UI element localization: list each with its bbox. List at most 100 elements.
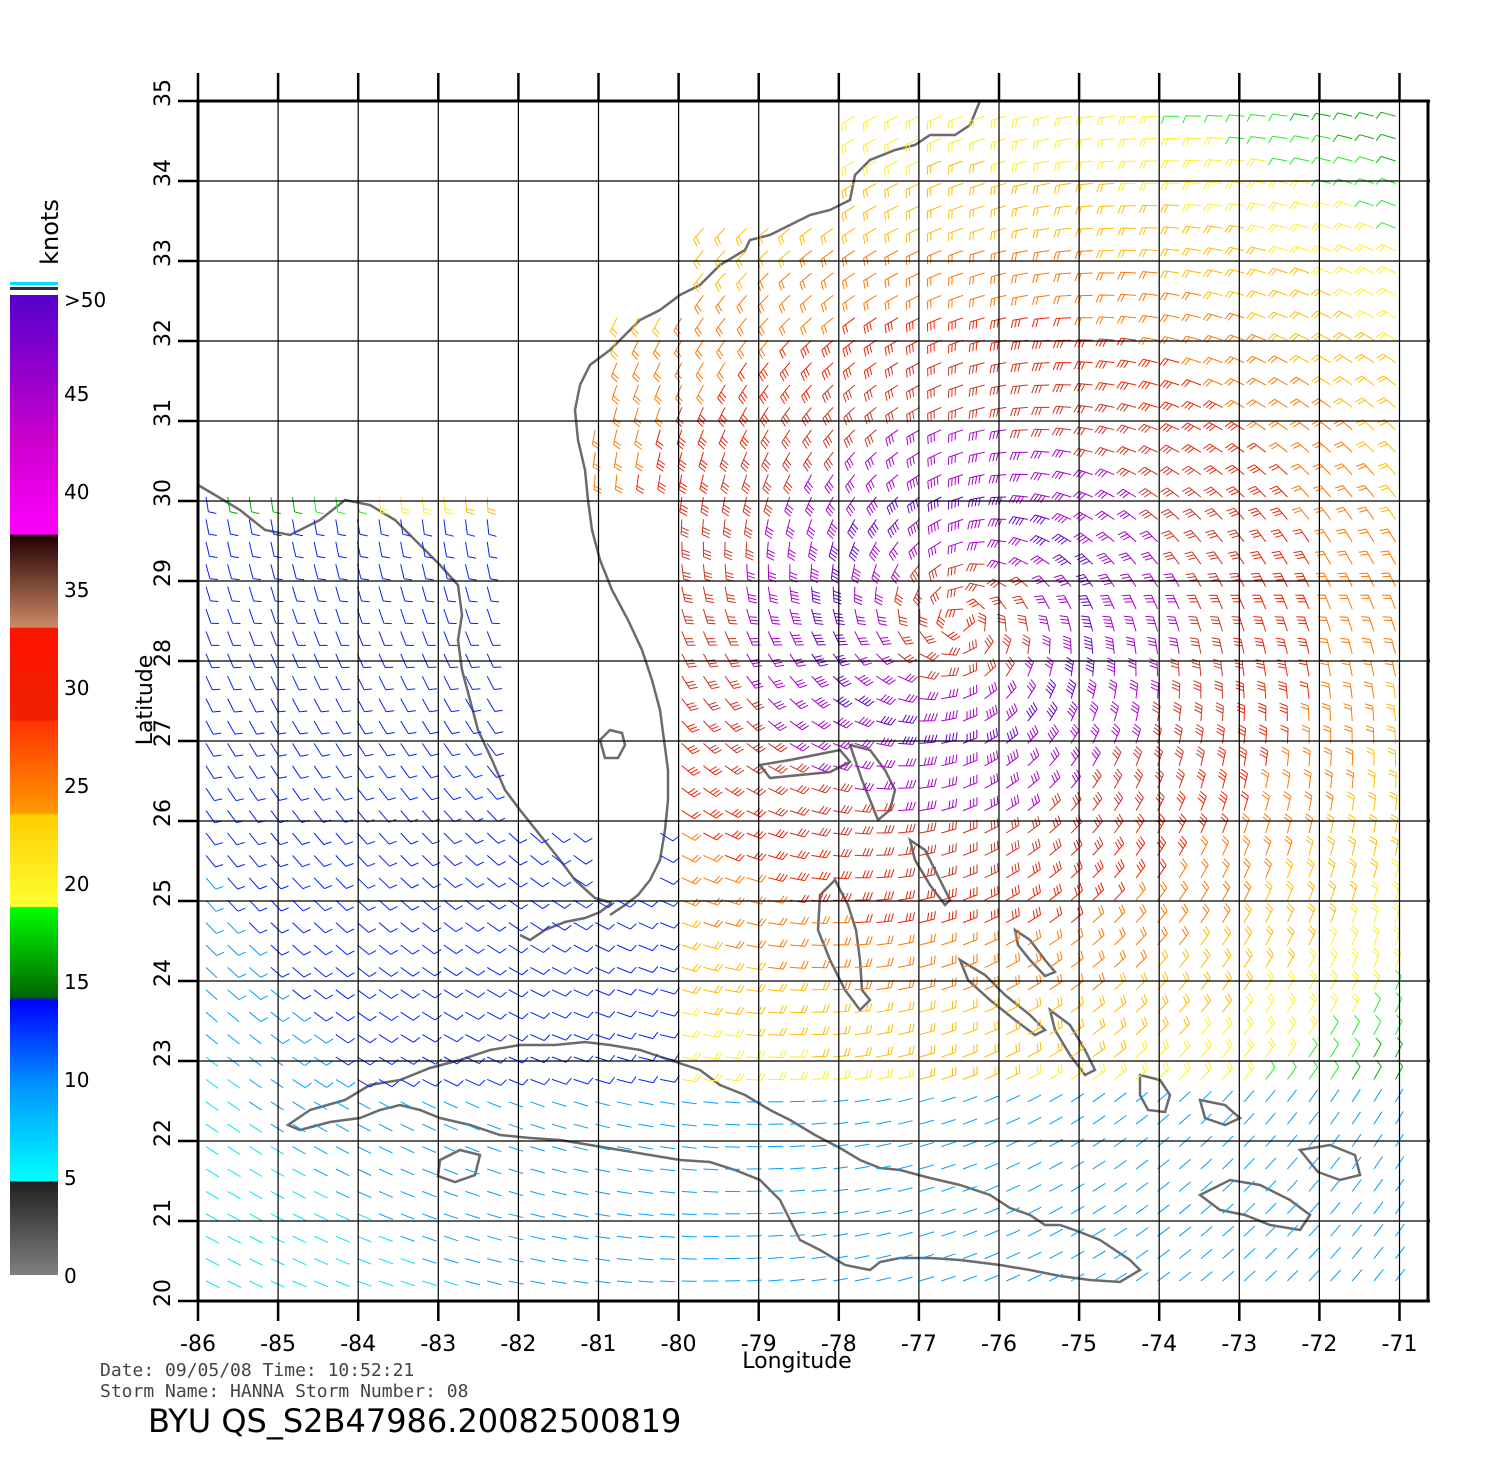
wind-barb: [1362, 659, 1375, 677]
wind-barb: [811, 805, 832, 815]
wind-barb: [1203, 159, 1223, 168]
wind-barb: [1135, 1062, 1148, 1080]
wind-barb: [551, 1280, 567, 1285]
wind-barb: [1177, 835, 1188, 856]
wind-barb: [1135, 858, 1146, 879]
wind-barb: [962, 797, 978, 812]
wind-barb: [841, 250, 856, 267]
wind-barb: [335, 1213, 350, 1221]
wind-barb: [746, 1028, 766, 1037]
wind-barb: [1116, 359, 1137, 369]
wind-barb: [530, 1101, 545, 1108]
wind-barb: [1202, 400, 1223, 410]
wind-barb: [486, 541, 498, 559]
wind-barb: [984, 1065, 999, 1080]
wind-barb: [1005, 1117, 1021, 1125]
wind-barb: [551, 1258, 567, 1262]
wind-barb: [854, 760, 875, 770]
wind-barb: [1222, 903, 1231, 923]
wind-barb: [486, 944, 507, 954]
wind-barb: [421, 787, 440, 801]
wind-barb: [292, 967, 312, 978]
wind-barb: [378, 698, 395, 713]
wind-barb: [1224, 158, 1245, 167]
wind-barb: [335, 743, 352, 757]
wind-barb: [989, 339, 1007, 352]
wind-barb: [906, 406, 920, 423]
wind-barb: [1181, 247, 1201, 257]
wind-barb: [681, 1168, 697, 1171]
wind-barb: [1222, 1113, 1234, 1125]
wind-barb: [227, 743, 244, 757]
wind-barb: [270, 899, 289, 912]
wind-barb: [743, 519, 753, 539]
wind-barb: [1005, 703, 1018, 722]
wind-barb: [1143, 594, 1159, 610]
wind-barb: [335, 877, 354, 889]
wind-barb: [1336, 528, 1353, 543]
wind-barb: [746, 698, 765, 711]
wind-barb: [941, 1253, 956, 1260]
wind-barb: [421, 698, 438, 713]
wind-barb: [898, 758, 917, 767]
wind-barb: [1074, 339, 1093, 348]
wind-barb: [854, 1069, 872, 1080]
wind-barb: [508, 1123, 524, 1130]
wind-barb: [1049, 973, 1063, 991]
wind-barb: [292, 675, 307, 691]
wind-barb: [443, 720, 460, 735]
wind-barb: [1200, 880, 1210, 901]
wind-barb: [1306, 880, 1315, 901]
wind-barb: [1308, 992, 1318, 1013]
wind-barb: [1260, 768, 1270, 789]
wind-barb: [844, 451, 856, 471]
wind-barb: [1092, 1092, 1106, 1103]
wind-barb: [1092, 1272, 1106, 1282]
wind-barb: [1222, 858, 1230, 879]
wind-barb: [1178, 993, 1190, 1013]
wind-barb: [1005, 1042, 1021, 1058]
wind-barb: [696, 384, 704, 405]
wind-barb: [227, 631, 241, 646]
wind-barb: [876, 1165, 892, 1170]
wind-barb: [884, 339, 899, 356]
wind-barb: [1072, 490, 1093, 500]
wind-barb: [465, 743, 483, 757]
wind-barb: [681, 1051, 702, 1061]
wind-barb: [854, 1165, 870, 1170]
wind-barb: [854, 1210, 870, 1215]
wind-barb: [357, 787, 375, 801]
wind-barb: [1005, 1207, 1021, 1215]
wind-barb: [763, 496, 773, 517]
wind-barb: [947, 451, 964, 466]
wind-barb: [1029, 514, 1050, 525]
lon-tick-label: -73: [1221, 1332, 1257, 1357]
wind-barb: [789, 586, 800, 604]
wind-barb: [693, 227, 704, 247]
wind-barb: [1222, 1203, 1234, 1215]
wind-barb: [1292, 529, 1310, 543]
wind-barb: [1200, 858, 1209, 879]
wind-barb: [1311, 398, 1331, 408]
wind-barb: [378, 877, 398, 889]
wind-barb: [820, 272, 834, 290]
wind-barb: [631, 339, 640, 360]
wind-barb: [1224, 202, 1245, 211]
wind-barb: [876, 1068, 894, 1080]
wind-barb: [1141, 573, 1159, 587]
wind-barb: [1265, 1270, 1277, 1282]
wind-barb: [270, 1078, 284, 1089]
wind-barb: [919, 670, 940, 680]
wind-barb: [595, 989, 616, 996]
wind-barb: [659, 854, 680, 864]
wind-barb: [1250, 572, 1267, 587]
wind-barb: [702, 564, 713, 582]
wind-barb: [1027, 1161, 1042, 1170]
wind-barb: [657, 474, 666, 494]
wind-barb: [1173, 723, 1183, 744]
wind-barb: [1135, 1249, 1149, 1260]
wind-barb: [1207, 572, 1223, 587]
wind-barb: [864, 451, 877, 470]
wind-barb: [1094, 489, 1115, 499]
